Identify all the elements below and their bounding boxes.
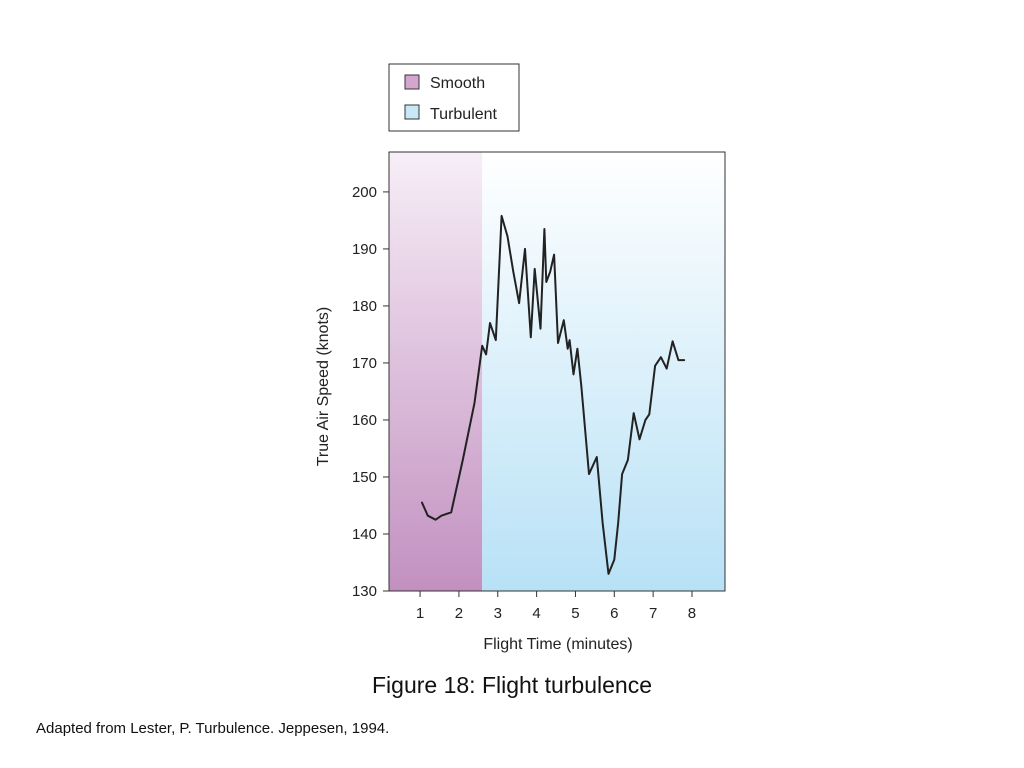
legend-label-smooth: Smooth (430, 75, 485, 92)
legend-swatch-smooth (404, 74, 420, 90)
y-tick-label: 150 (352, 469, 377, 486)
legend-swatch-turbulent (404, 104, 420, 120)
y-tick-label: 200 (352, 184, 377, 201)
x-tick-label: 3 (494, 605, 502, 622)
y-tick-label: 130 (352, 583, 377, 600)
plot-frame (388, 151, 726, 592)
y-tick-label: 180 (352, 298, 377, 315)
x-tick-label: 7 (649, 605, 657, 622)
y-tick-label: 160 (352, 412, 377, 429)
y-tick-label: 140 (352, 526, 377, 543)
source-note: Adapted from Lester, P. Turbulence. Jepp… (36, 720, 390, 737)
x-tick-label: 8 (688, 605, 696, 622)
y-tick-label: 170 (352, 355, 377, 372)
x-tick-label: 5 (571, 605, 579, 622)
y-axis: 130 140 150 160 170 180 190 200 (352, 184, 389, 600)
smooth-region (389, 152, 483, 591)
x-axis-title: Flight Time (minutes) (483, 636, 632, 653)
x-axis: 1 2 3 4 5 6 7 8 (416, 591, 696, 622)
turbulent-region (482, 152, 725, 591)
y-axis-title: True Air Speed (knots) (315, 307, 332, 466)
y-tick-label: 190 (352, 241, 377, 258)
legend-label-turbulent: Turbulent (430, 106, 498, 123)
figure-caption: Figure 18: Flight turbulence (372, 672, 652, 698)
x-tick-label: 6 (610, 605, 618, 622)
x-tick-label: 1 (416, 605, 424, 622)
x-tick-label: 2 (455, 605, 463, 622)
legend: Smooth Turbulent (388, 63, 520, 132)
airspeed-line (421, 214, 686, 575)
x-tick-label: 4 (532, 605, 540, 622)
